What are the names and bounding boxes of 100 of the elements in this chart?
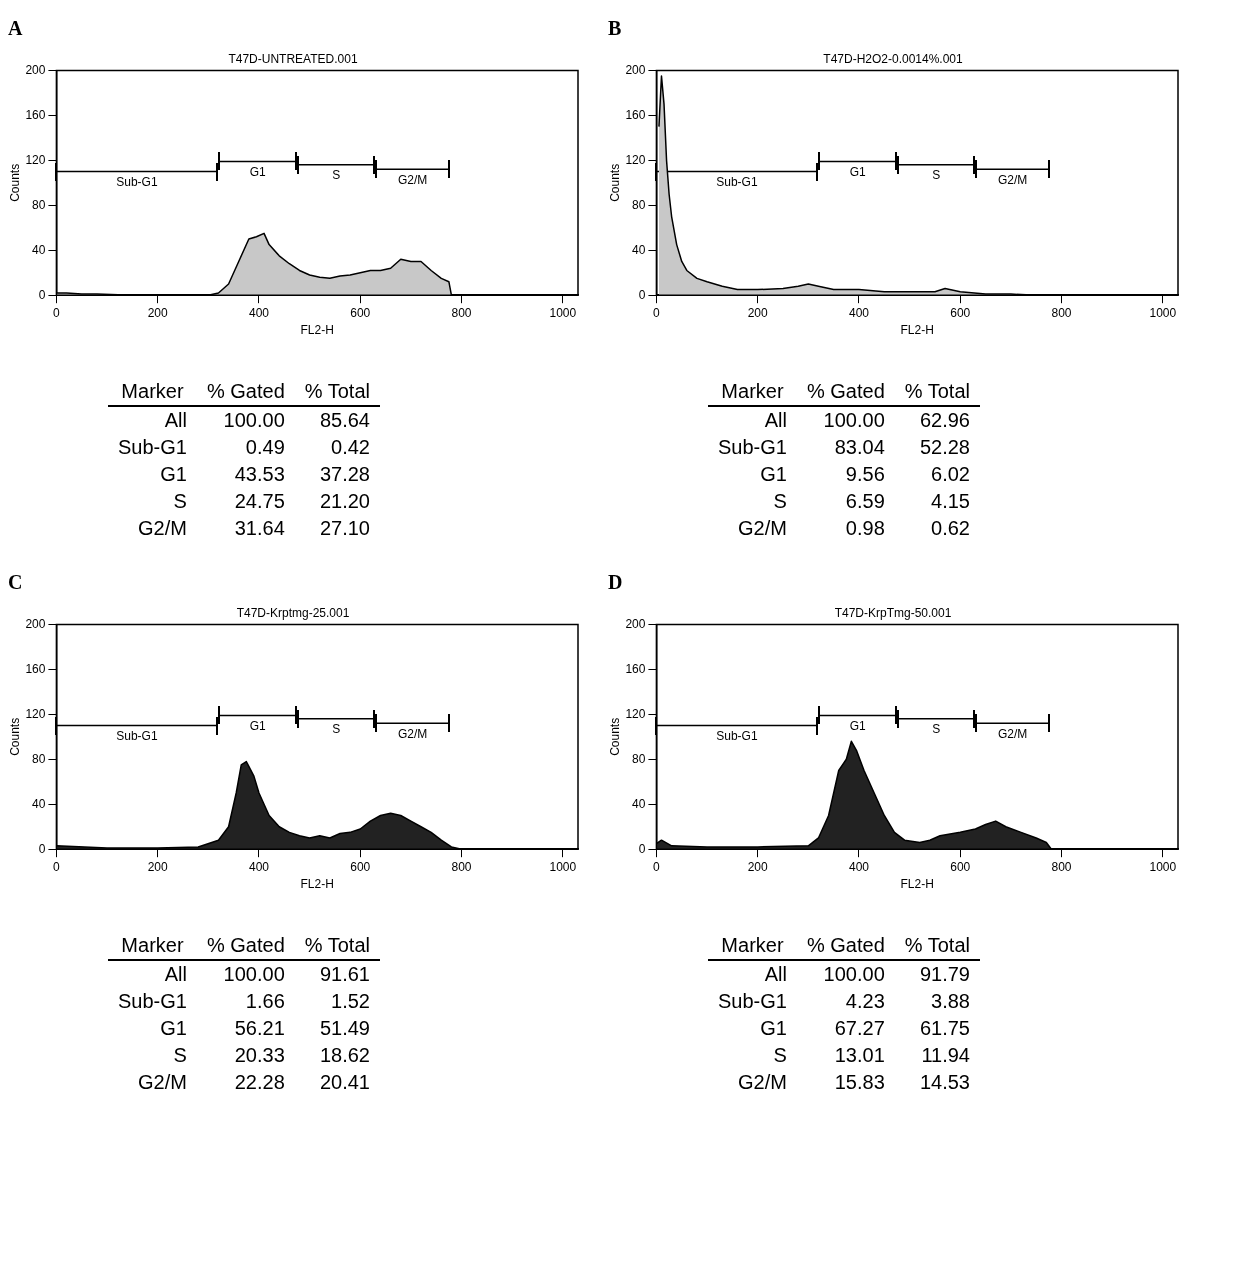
x-tick-label: 400 bbox=[248, 859, 270, 874]
y-tick-label: 0 bbox=[38, 287, 46, 302]
y-tick-label: 160 bbox=[625, 661, 646, 676]
text: 37.28 bbox=[318, 462, 371, 487]
text: % Total bbox=[303, 933, 371, 958]
x-tick-label: 200 bbox=[147, 859, 169, 874]
y-tick-label: 120 bbox=[625, 706, 646, 721]
x-tick-label: 200 bbox=[747, 305, 769, 320]
chart-title: A bbox=[8, 17, 23, 40]
text: 18.62 bbox=[318, 1043, 371, 1068]
text: Marker bbox=[720, 379, 785, 404]
text: 51.49 bbox=[318, 1016, 371, 1041]
text: 4.23 bbox=[844, 989, 886, 1014]
x-tick-label: 600 bbox=[950, 305, 971, 320]
series-label: G1 bbox=[849, 718, 867, 733]
y-tick-label: 160 bbox=[25, 661, 46, 676]
y-tick-label: 80 bbox=[632, 197, 646, 212]
text: All bbox=[163, 408, 188, 433]
x-tick-label: 800 bbox=[1051, 859, 1072, 874]
text: 56.21 bbox=[233, 1016, 286, 1041]
y-tick-label: 0 bbox=[638, 287, 646, 302]
series-label: S bbox=[932, 168, 941, 183]
text: G1 bbox=[759, 1016, 788, 1041]
y-tick-label: 200 bbox=[25, 616, 46, 631]
x-tick-label: 400 bbox=[848, 859, 870, 874]
series-label: S bbox=[932, 722, 941, 737]
chart-title: C bbox=[8, 571, 23, 594]
text: 3.88 bbox=[930, 989, 971, 1014]
x-tick-label: 800 bbox=[1051, 305, 1072, 320]
text: 9.56 bbox=[844, 462, 886, 487]
text: 21.20 bbox=[318, 489, 371, 514]
y-axis-title: Counts bbox=[607, 163, 622, 202]
chart-subtitle: T47D-Krptmg-25.001 bbox=[236, 605, 350, 620]
text: % Gated bbox=[805, 379, 886, 404]
chart-title: D bbox=[608, 571, 623, 594]
text: % Total bbox=[903, 379, 971, 404]
text: 1.66 bbox=[244, 989, 286, 1014]
y-tick-label: 160 bbox=[25, 107, 46, 122]
series-label: Sub-G1 bbox=[116, 174, 158, 189]
y-tick-label: 80 bbox=[632, 751, 646, 766]
text: % Total bbox=[903, 933, 971, 958]
y-tick-label: 80 bbox=[32, 751, 46, 766]
series-label: G2/M bbox=[997, 172, 1028, 187]
x-tick-label: 600 bbox=[350, 305, 371, 320]
x-tick-label: 800 bbox=[451, 859, 472, 874]
text: S bbox=[772, 1043, 788, 1068]
text: 85.64 bbox=[318, 408, 371, 433]
text: G2/M bbox=[137, 516, 188, 541]
text: S bbox=[772, 489, 788, 514]
x-axis-title: FL2-H bbox=[900, 877, 934, 892]
y-axis-title: Counts bbox=[7, 163, 22, 202]
y-tick-label: 40 bbox=[632, 796, 646, 811]
chart-subtitle: T47D-KrpTmg-50.001 bbox=[834, 605, 952, 620]
x-tick-label: 1000 bbox=[549, 859, 577, 874]
series-label: Sub-G1 bbox=[716, 728, 758, 743]
text: 31.64 bbox=[233, 516, 286, 541]
text: 52.28 bbox=[918, 435, 971, 460]
y-tick-label: 40 bbox=[32, 242, 46, 257]
series-label: G1 bbox=[249, 164, 267, 179]
text: Sub-G1 bbox=[717, 435, 788, 460]
text: G2/M bbox=[737, 1070, 788, 1095]
x-tick-label: 800 bbox=[451, 305, 472, 320]
text: Marker bbox=[720, 933, 785, 958]
y-tick-label: 80 bbox=[32, 197, 46, 212]
text: 43.53 bbox=[233, 462, 286, 487]
text: G2/M bbox=[737, 516, 788, 541]
text: 91.79 bbox=[918, 962, 971, 987]
series-label: S bbox=[332, 168, 341, 183]
text: 100.00 bbox=[822, 962, 886, 987]
chart-title: B bbox=[608, 17, 622, 40]
text: 0.62 bbox=[930, 516, 971, 541]
text: 100.00 bbox=[222, 408, 286, 433]
text: % Total bbox=[303, 379, 371, 404]
text: 6.02 bbox=[930, 462, 971, 487]
series-label: G2/M bbox=[997, 726, 1028, 741]
y-tick-label: 120 bbox=[25, 152, 46, 167]
text: 14.53 bbox=[918, 1070, 971, 1095]
y-axis-title: Counts bbox=[607, 717, 622, 756]
text: G1 bbox=[159, 1016, 188, 1041]
text: 61.75 bbox=[918, 1016, 971, 1041]
series-label: G2/M bbox=[397, 726, 428, 741]
text: 27.10 bbox=[318, 516, 371, 541]
chart-subtitle: T47D-H2O2-0.0014%.001 bbox=[823, 51, 964, 66]
x-tick-label: 400 bbox=[848, 305, 870, 320]
x-axis-title: FL2-H bbox=[300, 877, 334, 892]
text: 0.98 bbox=[844, 516, 886, 541]
x-tick-label: 600 bbox=[350, 859, 371, 874]
text: % Gated bbox=[805, 933, 886, 958]
x-tick-label: 0 bbox=[653, 305, 661, 320]
text: 83.04 bbox=[833, 435, 886, 460]
y-tick-label: 120 bbox=[25, 706, 46, 721]
x-tick-label: 200 bbox=[747, 859, 769, 874]
text: Sub-G1 bbox=[717, 989, 788, 1014]
text: All bbox=[763, 962, 788, 987]
text: 0.42 bbox=[330, 435, 371, 460]
text: 11.94 bbox=[920, 1043, 971, 1068]
text: 13.01 bbox=[833, 1043, 886, 1068]
y-tick-label: 120 bbox=[625, 152, 646, 167]
x-tick-label: 1000 bbox=[1149, 305, 1177, 320]
text: 1.52 bbox=[330, 989, 371, 1014]
